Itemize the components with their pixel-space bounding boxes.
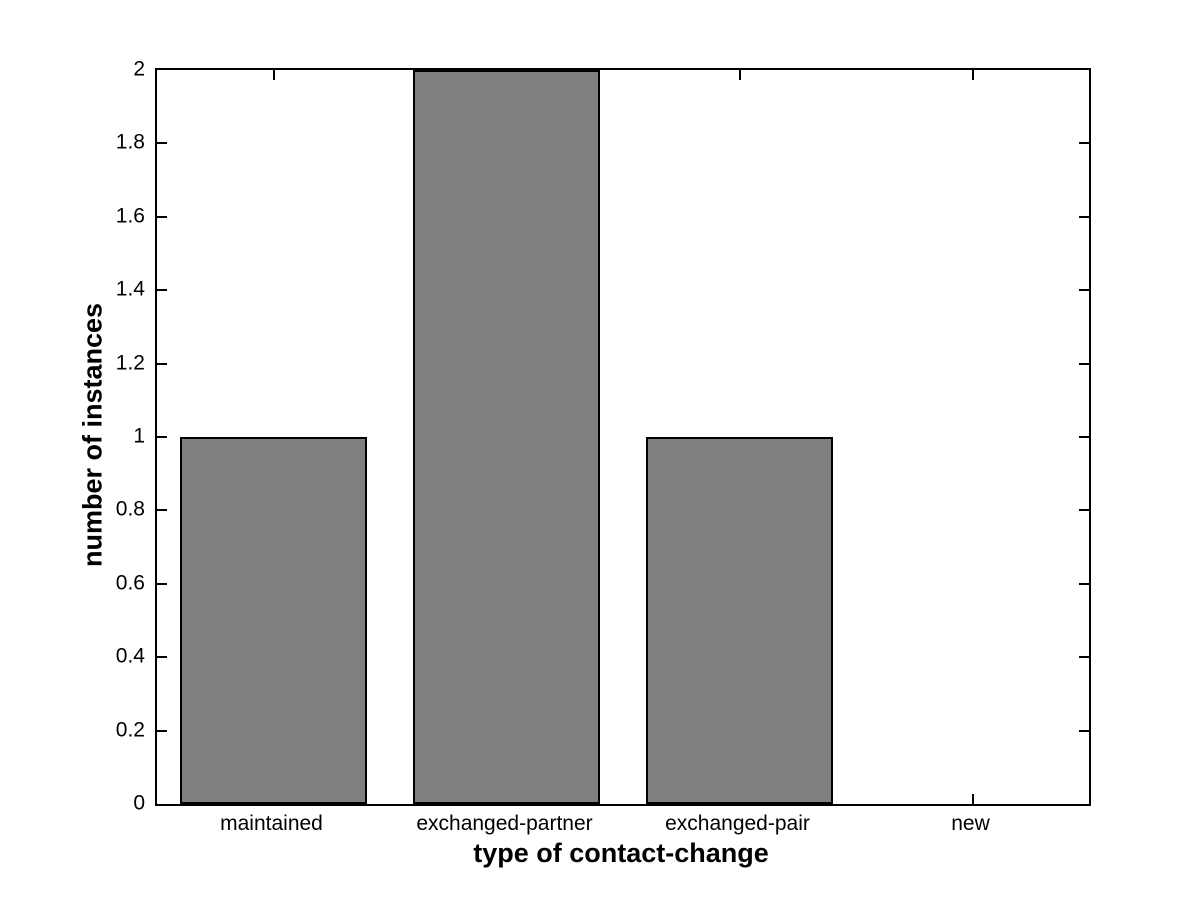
y-axis-tick [157, 729, 167, 732]
y-axis-tick [157, 142, 167, 145]
y-axis-tick [157, 215, 167, 218]
y-axis-tick [1079, 729, 1089, 732]
category-label: new [951, 812, 990, 835]
y-axis-tick [157, 656, 167, 659]
plot-area [155, 68, 1091, 806]
x-axis-tick [738, 70, 741, 80]
category-label: maintained [220, 812, 323, 835]
y-tick-label: 2 [133, 57, 145, 81]
y-axis-tick [1079, 582, 1089, 585]
y-tick-label: 1 [133, 424, 145, 448]
y-axis-tick [1079, 215, 1089, 218]
y-axis-tick [157, 436, 167, 438]
y-axis-tick [1079, 509, 1089, 512]
y-axis-tick [157, 509, 167, 512]
y-axis-tick [157, 289, 167, 292]
bar-exchanged-pair [646, 437, 833, 804]
category-label: exchanged-pair [665, 812, 810, 835]
y-axis-tick [157, 362, 167, 365]
x-axis-title: type of contact-change [473, 838, 769, 868]
y-axis-tick [1079, 436, 1089, 438]
bar-maintained [180, 437, 367, 804]
y-tick-label: 0 [133, 791, 145, 815]
x-axis-tick [971, 70, 974, 80]
x-axis-tick [971, 794, 974, 804]
y-tick-label: 0.6 [115, 571, 145, 595]
y-axis-tick [1079, 289, 1089, 292]
y-axis-tick [1079, 142, 1089, 145]
y-tick-label: 1.8 [115, 130, 145, 154]
y-axis-tick [157, 582, 167, 585]
y-axis-title: number of instances [77, 302, 108, 568]
y-tick-label: 0.4 [115, 644, 145, 668]
bar-exchanged-partner [413, 70, 600, 804]
y-axis-tick [1079, 656, 1089, 659]
category-label: exchanged-partner [416, 812, 593, 835]
y-tick-label: 1.4 [115, 277, 145, 301]
y-tick-label: 1.6 [115, 204, 145, 228]
y-axis-tick [1079, 362, 1089, 365]
y-tick-label: 0.8 [115, 497, 145, 521]
x-axis-tick [272, 70, 275, 80]
y-tick-label: 1.2 [115, 351, 145, 375]
y-tick-label: 0.2 [115, 718, 145, 742]
